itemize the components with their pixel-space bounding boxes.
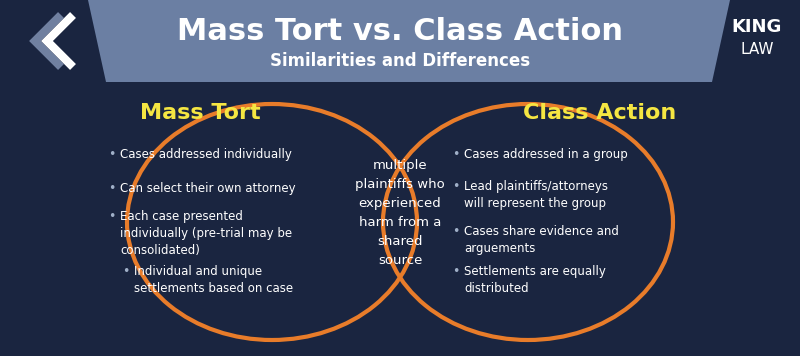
Text: Lead plaintiffs/attorneys
will represent the group: Lead plaintiffs/attorneys will represent… xyxy=(464,180,608,210)
Text: •: • xyxy=(452,148,459,161)
Polygon shape xyxy=(88,0,730,82)
Text: Can select their own attorney: Can select their own attorney xyxy=(120,182,296,195)
Text: Individual and unique
settlements based on case: Individual and unique settlements based … xyxy=(134,265,293,295)
Text: Mass Tort vs. Class Action: Mass Tort vs. Class Action xyxy=(177,16,623,46)
Text: Cases addressed individually: Cases addressed individually xyxy=(120,148,292,161)
Text: •: • xyxy=(108,148,115,161)
Text: •: • xyxy=(452,265,459,278)
Text: •: • xyxy=(108,210,115,223)
Text: •: • xyxy=(452,225,459,238)
Text: •: • xyxy=(122,265,130,278)
Text: LAW: LAW xyxy=(740,42,774,58)
Text: Each case presented
individually (pre-trial may be
consolidated): Each case presented individually (pre-tr… xyxy=(120,210,292,257)
Text: Cases addressed in a group: Cases addressed in a group xyxy=(464,148,628,161)
Text: multiple
plaintiffs who
experienced
harm from a
shared
source: multiple plaintiffs who experienced harm… xyxy=(355,159,445,267)
Text: Mass Tort: Mass Tort xyxy=(140,103,260,123)
Text: KING: KING xyxy=(732,18,782,36)
Text: •: • xyxy=(452,180,459,193)
Text: Cases share evidence and
arguements: Cases share evidence and arguements xyxy=(464,225,619,255)
Text: Settlements are equally
distributed: Settlements are equally distributed xyxy=(464,265,606,295)
Text: •: • xyxy=(108,182,115,195)
Text: Class Action: Class Action xyxy=(523,103,677,123)
Text: Similarities and Differences: Similarities and Differences xyxy=(270,52,530,70)
